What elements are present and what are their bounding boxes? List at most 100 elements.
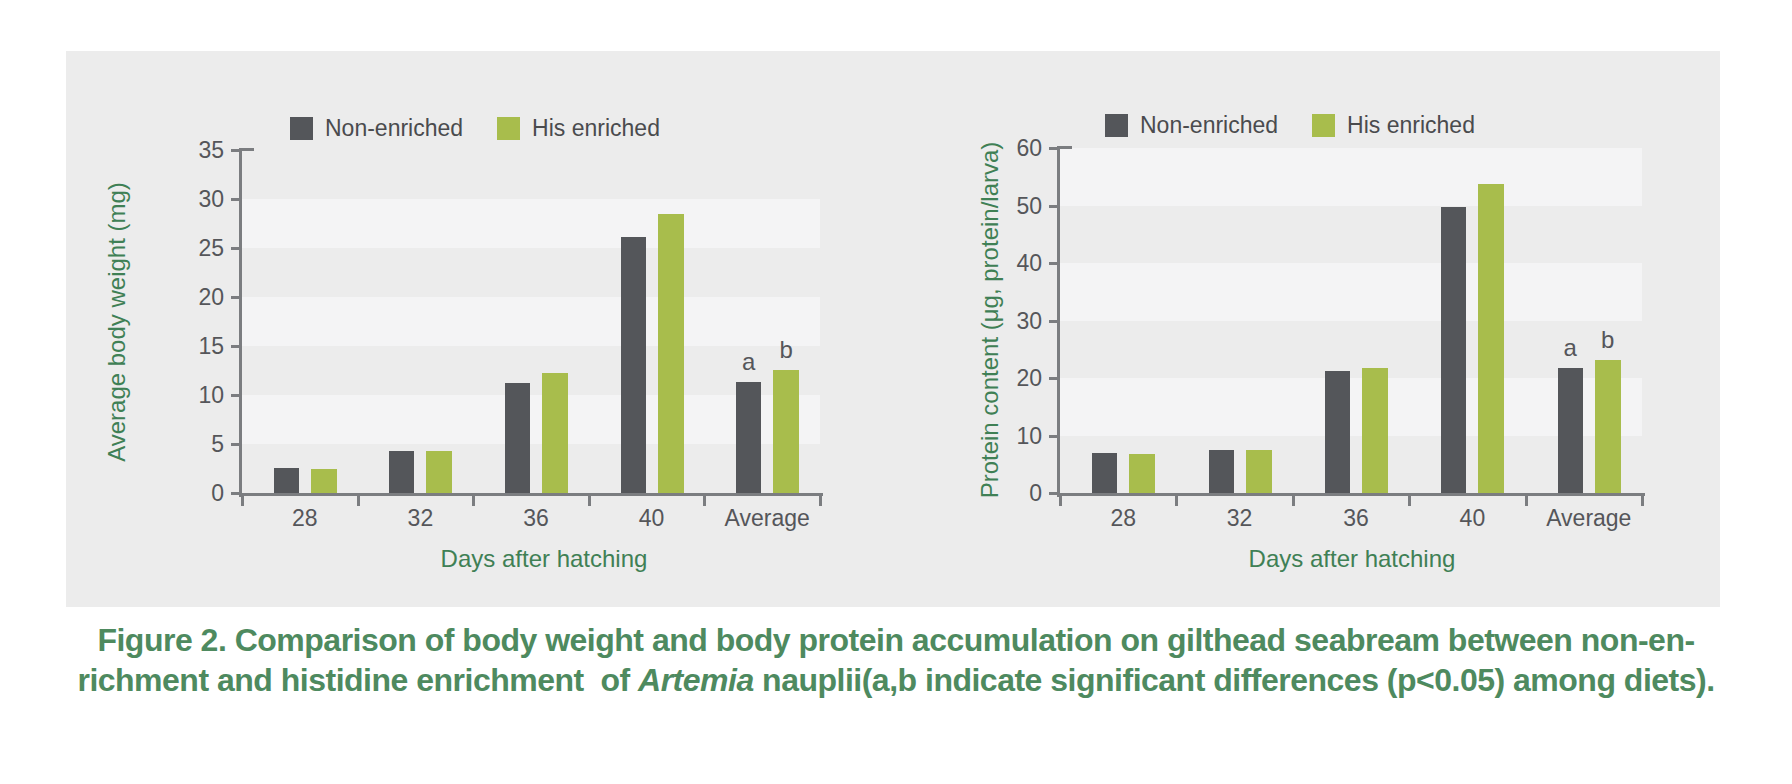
caption-line-2: richment and histidine enrichment of Art… [0,660,1792,700]
x-tick-right [1408,496,1411,506]
y-tick-label-left: 20 [152,283,224,311]
y-tick-right [1049,435,1057,438]
legend-left: Non-enriched His enriched [290,115,682,142]
figure-page: 0510152025303528323640Averageab010203040… [0,0,1792,784]
bar-non-enriched-Average [1558,368,1583,493]
caption-line2-pre: richment and histidine enrichment of [77,662,638,698]
significance-label-b: b [780,336,793,364]
plot-stripe-left [242,199,820,248]
y-axis-title-left: Average body weight (mg) [103,182,131,462]
plot-stripe-right [1060,148,1642,206]
x-tick-left [819,496,822,506]
y-tick-left [231,492,239,495]
non-enriched-swatch [290,117,313,140]
bar-his-enriched-28 [311,469,337,494]
y-tick-left [231,345,239,348]
y-tick-left [231,149,239,152]
y-tick-right [1049,147,1057,150]
y-tick-left [231,198,239,201]
x-tick-left [472,496,475,506]
bar-non-enriched-32 [389,451,414,493]
bar-non-enriched-32 [1209,450,1234,493]
plot-stripe-right [1060,263,1642,321]
bar-his-enriched-Average [1595,360,1621,493]
caption-line-1: Figure 2. Comparison of body weight and … [0,620,1792,660]
x-tick-right [1641,496,1644,506]
his-enriched-swatch [497,117,520,140]
x-tick-right [1525,496,1528,506]
x-category-label-right: 40 [1460,505,1486,532]
y-tick-label-left: 15 [152,332,224,360]
y-tick-label-left: 10 [152,381,224,409]
x-tick-right [1292,496,1295,506]
caption-line2-italic: Artemia [638,662,754,698]
x-category-label-right: Average [1546,505,1631,532]
x-tick-left [241,496,244,506]
plot-stripe-left [242,395,820,444]
legend-label-non-enriched: Non-enriched [325,115,463,142]
y-tick-label-left: 35 [152,136,224,164]
legend-label-his-enriched: His enriched [1347,112,1475,139]
y-tick-right [1049,205,1057,208]
bar-his-enriched-40 [658,214,684,493]
x-category-label-left: 32 [408,505,434,532]
plot-stripe-right [1060,378,1642,436]
non-enriched-swatch [1105,114,1128,137]
bar-non-enriched-36 [1325,371,1350,493]
x-axis-title-right: Days after hatching [1249,545,1456,573]
y-axis-left [239,148,242,497]
y-axis-title-right: Protein content (μg, protein/larva) [976,142,1004,499]
x-tick-left [588,496,591,506]
bar-non-enriched-Average [736,382,761,493]
legend-label-his-enriched: His enriched [532,115,660,142]
x-category-label-right: 32 [1227,505,1253,532]
x-category-label-left: 40 [639,505,665,532]
bar-his-enriched-Average [773,370,799,493]
caption-line2-post: nauplii(a,b indicate significant differe… [754,662,1715,698]
figure-caption: Figure 2. Comparison of body weight and … [0,620,1792,700]
significance-label-b: b [1601,326,1614,354]
bar-his-enriched-28 [1129,454,1155,493]
y-tick-left [231,443,239,446]
y-tick-left [231,394,239,397]
x-tick-left [357,496,360,506]
plot-stripe-left [242,297,820,346]
bar-his-enriched-32 [426,451,452,493]
y-tick-label-left: 30 [152,185,224,213]
x-tick-right [1175,496,1178,506]
y-tick-left [231,247,239,250]
x-category-label-right: 28 [1110,505,1136,532]
y-tick-right [1049,377,1057,380]
y-tick-label-left: 5 [152,430,224,458]
y-tick-left [231,296,239,299]
bar-non-enriched-40 [621,237,646,493]
legend-right: Non-enriched His enriched [1105,112,1497,139]
x-axis-title-left: Days after hatching [441,545,648,573]
bar-his-enriched-40 [1478,184,1504,493]
y-tick-right [1049,492,1057,495]
y-axis-top-cap-left [242,148,254,151]
y-tick-label-left: 25 [152,234,224,262]
his-enriched-swatch [1312,114,1335,137]
legend-label-non-enriched: Non-enriched [1140,112,1278,139]
y-axis-top-cap-right [1060,146,1072,149]
significance-label-a: a [1564,334,1577,362]
x-category-label-left: 28 [292,505,318,532]
y-tick-right [1049,262,1057,265]
x-axis-right [1057,493,1645,496]
bar-his-enriched-36 [542,373,568,493]
bar-his-enriched-36 [1362,368,1388,493]
x-tick-right [1059,496,1062,506]
bar-non-enriched-28 [274,468,299,493]
bar-non-enriched-36 [505,383,530,493]
significance-label-a: a [742,348,755,376]
x-axis-left [239,493,823,496]
y-axis-right [1057,146,1060,497]
bar-non-enriched-40 [1441,207,1466,493]
bar-non-enriched-28 [1092,453,1117,493]
x-category-label-right: 36 [1343,505,1369,532]
y-tick-right [1049,320,1057,323]
x-category-label-left: 36 [523,505,549,532]
x-tick-left [703,496,706,506]
y-tick-label-left: 0 [152,479,224,507]
